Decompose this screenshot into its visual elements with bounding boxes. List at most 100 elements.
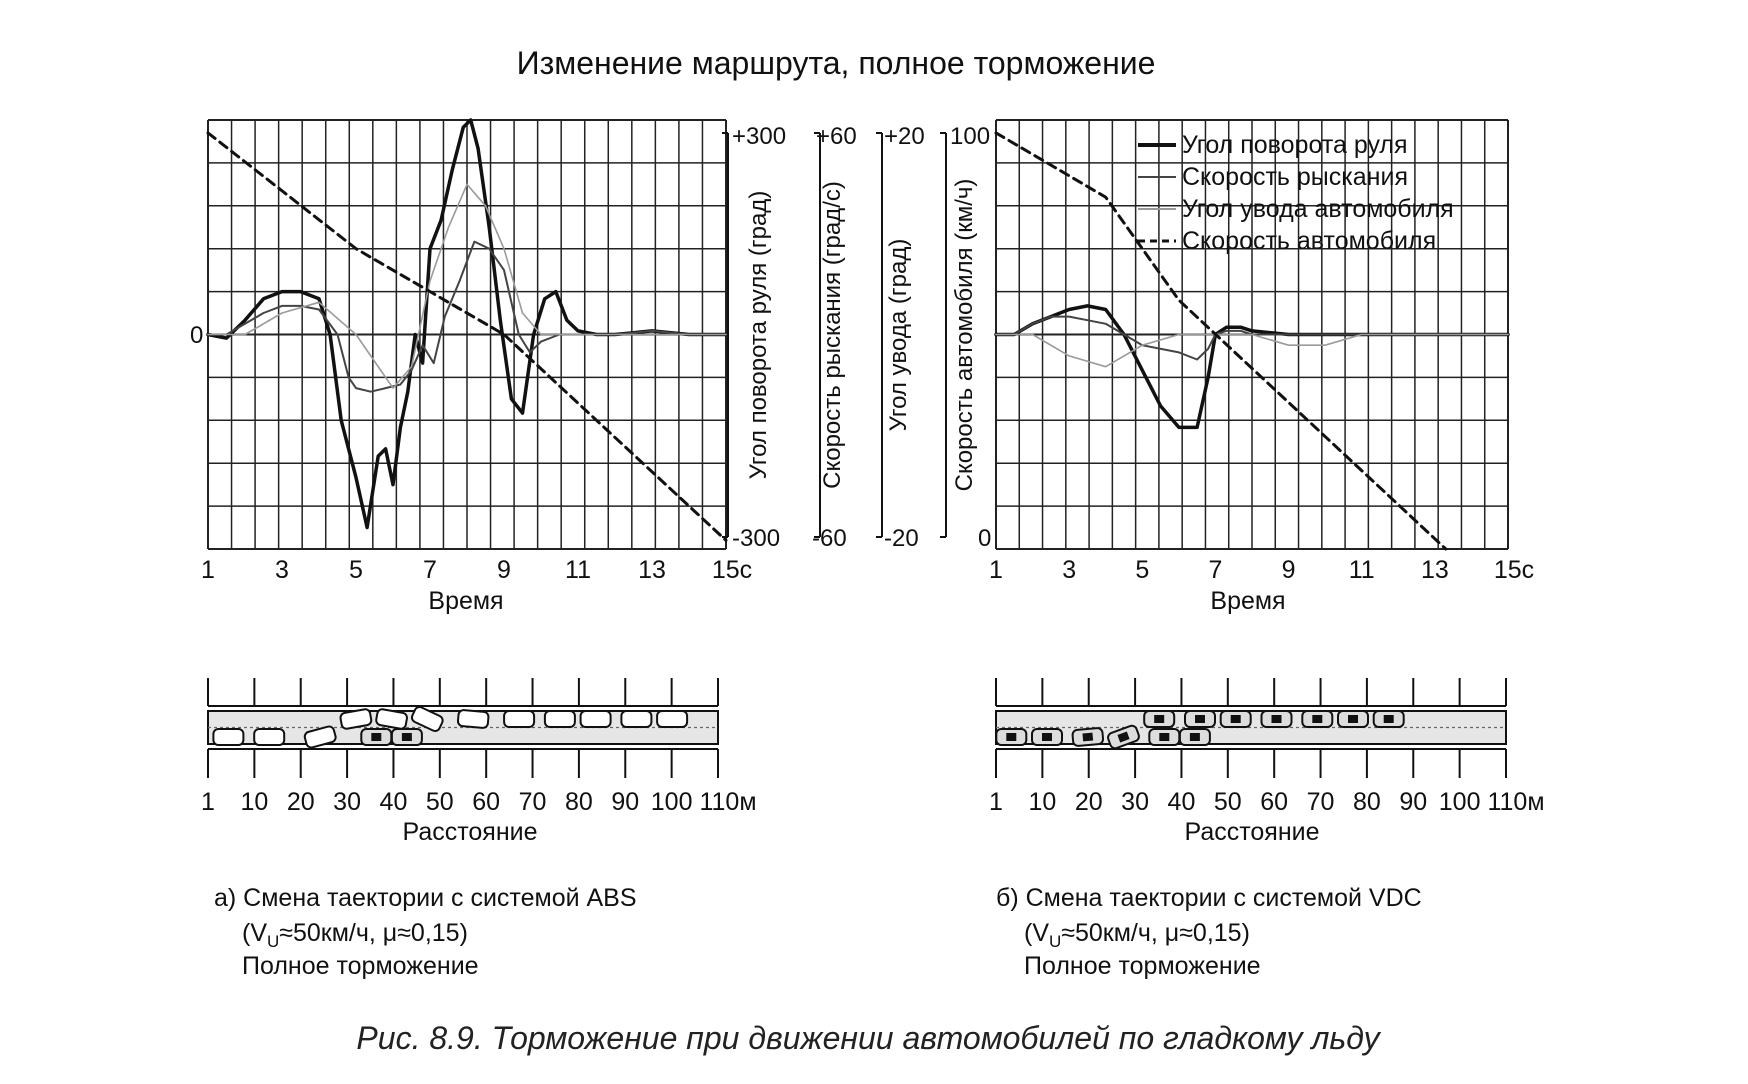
car-center: [1383, 715, 1394, 723]
time-tick-label: 15с: [1494, 556, 1534, 584]
car-marker: [995, 728, 1028, 746]
car-center: [1006, 733, 1017, 741]
time-tick-label: 1: [989, 556, 1003, 584]
car-center: [1042, 733, 1052, 741]
car-body: [456, 709, 490, 729]
slip-axis-bottom-label: -20: [884, 525, 919, 552]
car-marker: [410, 706, 444, 732]
caption-b-line1: б) Смена таектории с системой VDC: [996, 884, 1422, 912]
distance-tick-label: 40: [1168, 788, 1196, 816]
caption-b-line2: (VU≈50км/ч, μ≈0,15): [1024, 919, 1250, 951]
legend-label-slip: Угол увода автомобиля: [1182, 195, 1454, 223]
car-marker: [620, 710, 653, 728]
car-body: [543, 710, 576, 728]
time-tick-label: 7: [423, 556, 437, 584]
car-center: [1154, 715, 1165, 723]
distance-ticks-a: 1 10 20 30 40 50 60 70 80 90 100 110м: [201, 788, 756, 816]
distance-tick-label: 30: [1121, 788, 1149, 816]
distance-tick-label: 90: [611, 788, 639, 816]
distance-tick-label: 80: [1353, 788, 1381, 816]
distance-tick-label: 110м: [1487, 788, 1544, 816]
car-body: [303, 725, 337, 749]
distance-tick-label: 60: [472, 788, 500, 816]
time-tick-label: 5: [1135, 556, 1149, 584]
time-tick-label: 9: [1282, 556, 1296, 584]
legend-label-speed: Скорость автомобиля: [1182, 227, 1436, 255]
distance-tick-label: 90: [1399, 788, 1427, 816]
zero-label: 0: [190, 322, 203, 349]
steering-axis-bottom-label: -300: [732, 525, 780, 552]
car-marker: [390, 728, 423, 746]
distance-tick-label: 20: [1075, 788, 1103, 816]
series-group-b: [994, 131, 1510, 551]
car-marker: [1372, 710, 1405, 728]
distance-tick-label: 1: [201, 788, 215, 816]
caption-a-sub: U: [267, 932, 279, 951]
series-group-a: [206, 118, 728, 542]
caption-b-sub: U: [1049, 932, 1061, 951]
car-center: [1082, 732, 1094, 742]
time-ticks-a: 1 3 5 7 9 11 13 15с: [201, 556, 752, 584]
y-axis-scales: +300 -300 Угол поворота руля (град) +60 …: [190, 123, 991, 552]
speed-axis-title: Скорость автомобиля (км/ч): [951, 179, 978, 492]
car-marker: [1143, 710, 1176, 728]
car-marker: [360, 728, 393, 746]
distance-tick-label: 70: [1307, 788, 1335, 816]
vehicle-speed-line: [994, 131, 1448, 551]
caption-a-line2: (VU≈50км/ч, μ≈0,15): [242, 919, 468, 951]
car-marker: [1337, 710, 1369, 728]
car-marker: [1301, 710, 1334, 728]
car-center: [1271, 715, 1282, 723]
car-marker: [1219, 710, 1252, 728]
car-marker: [303, 725, 337, 749]
car-center: [1230, 715, 1241, 723]
time-tick-label: 1: [201, 556, 215, 584]
yaw-axis-top-label: +60: [816, 123, 857, 150]
caption-b-params: ≈50км/ч, μ≈0,15): [1061, 919, 1250, 947]
caption-panel-a: а) Смена таектории с системой ABS (VU≈50…: [214, 884, 637, 980]
vehicle-speed-line: [206, 131, 728, 542]
distance-axis-label-b: Расстояние: [1184, 818, 1319, 846]
slip-axis-top-label: +20: [884, 123, 925, 150]
car-center: [401, 733, 412, 741]
time-tick-label: 9: [497, 556, 511, 584]
car-body: [212, 728, 245, 746]
time-tick-label: 11: [1349, 556, 1375, 584]
slip-angle-line: [207, 183, 727, 389]
time-tick-label: 13: [1421, 556, 1449, 584]
car-center: [371, 733, 382, 741]
car-marker: [456, 709, 490, 729]
car-body: [253, 728, 286, 746]
distance-tick-label: 10: [240, 788, 268, 816]
car-marker: [503, 710, 536, 728]
time-ticks-b: 1 3 5 7 9 11 13 15с: [989, 556, 1534, 584]
distance-tick-label: 80: [565, 788, 593, 816]
distance-tick-label: 100: [1439, 788, 1481, 816]
trajectory-strip-a: [207, 678, 719, 778]
car-marker: [1260, 710, 1293, 728]
trajectory-strip-b: [995, 678, 1507, 778]
speed-axis-bottom-label: 0: [978, 525, 991, 552]
car-center: [1159, 733, 1170, 741]
time-tick-label: 15с: [712, 556, 752, 584]
steering-axis-title: Угол поворота руля (град): [745, 191, 772, 480]
car-marker: [1178, 728, 1211, 746]
slip-axis-title: Угол увода (град): [885, 239, 912, 432]
car-marker: [212, 728, 245, 746]
caption-a-v: (V: [242, 919, 267, 947]
caption-a-line1: а) Смена таектории с системой ABS: [214, 884, 637, 912]
distance-ticks-b: 1 10 20 30 40 50 60 70 80 90 100 110м: [989, 788, 1544, 816]
time-axis-label-a: Время: [428, 587, 503, 615]
car-marker: [339, 708, 373, 730]
distance-tick-label: 70: [519, 788, 547, 816]
car-body: [339, 708, 373, 730]
car-marker: [1148, 728, 1181, 746]
car-marker: [375, 708, 408, 730]
time-tick-label: 3: [275, 556, 289, 584]
time-tick-label: 11: [565, 556, 591, 584]
car-marker: [1184, 710, 1216, 728]
caption-b-line3: Полное торможение: [1024, 952, 1261, 980]
distance-tick-label: 30: [333, 788, 361, 816]
car-center: [1117, 731, 1130, 743]
car-body: [503, 710, 536, 728]
